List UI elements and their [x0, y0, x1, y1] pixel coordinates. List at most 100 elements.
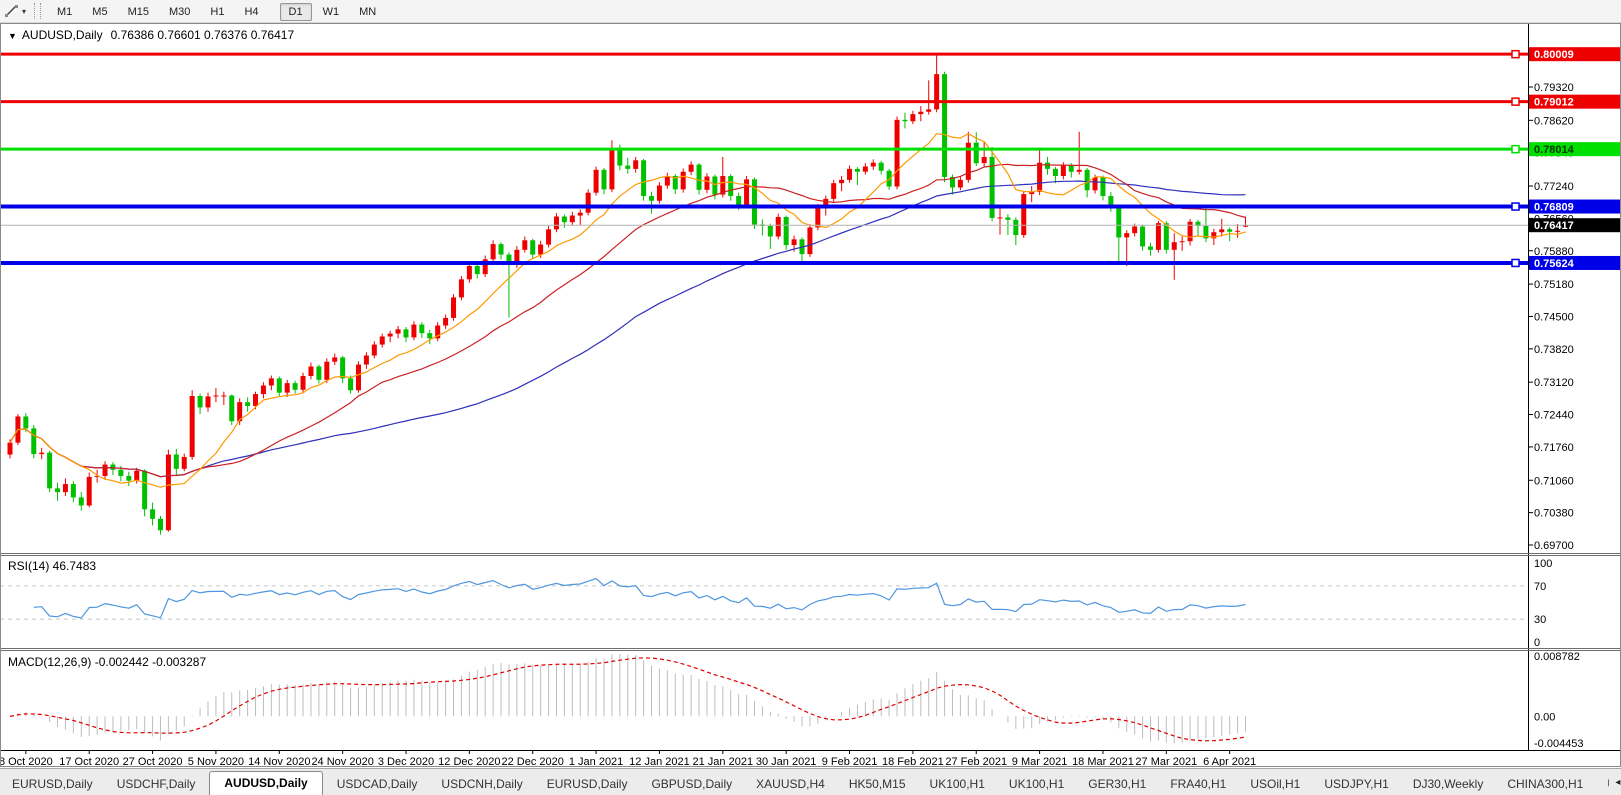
date-tick-label: 12 Dec 2020 — [438, 756, 500, 767]
chart-tab-hk50-m15[interactable]: HK50,M15 — [848, 777, 906, 791]
macd-scale-label: 0.00 — [1534, 711, 1555, 723]
chart-tab-partial[interactable]: U — [1595, 773, 1609, 795]
date-tick-label: 27 Oct 2020 — [123, 756, 183, 767]
rsi-group — [0, 577, 1528, 620]
date-tick-label: 5 Nov 2020 — [188, 756, 244, 767]
chart-tab-fra40-h1[interactable]: FRA40,H1 — [1170, 777, 1227, 791]
date-tick-label: 17 Oct 2020 — [59, 756, 119, 767]
ma-line-25 — [9, 163, 1246, 478]
hline-price-label: 0.75624 — [1534, 258, 1575, 270]
timeframe-toolbar: ▾ M1 M5 M15 M30 H1 H4 D1 W1 MN — [0, 0, 1621, 23]
chart-tab-dj30-weekly[interactable]: DJ30,Weekly — [1412, 777, 1484, 791]
moving-averages-group — [9, 133, 1246, 488]
timeframe-button-W1[interactable]: W1 — [322, 6, 340, 18]
date-tick-label: 12 Jan 2021 — [629, 756, 690, 767]
chart-tab-gbpusd-daily[interactable]: GBPUSD,Daily — [651, 777, 733, 791]
price-tick-label: 0.69700 — [1534, 540, 1574, 552]
chart-tab-xauusd-h4[interactable]: XAUUSD,H4 — [756, 777, 825, 791]
hline-handle-icon — [1511, 202, 1520, 211]
price-tick-label: 0.73820 — [1534, 344, 1574, 356]
triangle-down-icon: ▼ — [8, 31, 17, 41]
date-tick-label: 9 Mar 2021 — [1012, 756, 1068, 767]
price-tick-label: 0.75880 — [1534, 246, 1574, 258]
macd-scale-label: 0.008782 — [1534, 651, 1580, 663]
chart-tab-usdcad-daily[interactable]: USDCAD,Daily — [336, 777, 418, 791]
macd-signal-line — [9, 657, 1246, 742]
hline-handle-icon — [1511, 49, 1520, 59]
chart-symbol-label: AUDUSD,Daily — [21, 28, 103, 42]
timeframe-button-M15[interactable]: M15 — [127, 6, 149, 18]
timeframe-button-H1[interactable]: H1 — [210, 6, 225, 18]
hline-handle-icon — [1511, 97, 1520, 106]
hline-price-label: 0.79012 — [1534, 97, 1574, 109]
chart-tab-usdchf-daily[interactable]: USDCHF,Daily — [116, 777, 196, 791]
crosshair-cursor-icon — [5, 5, 18, 17]
hline-price-label: 0.78014 — [1534, 144, 1575, 156]
rsi-scale-label: 0 — [1534, 637, 1540, 649]
timeframe-button-D1[interactable]: D1 — [279, 3, 312, 21]
chart-tab-china300-h1[interactable]: CHINA300,H1 — [1507, 777, 1584, 791]
price-tick-label: 0.70380 — [1534, 508, 1574, 520]
date-tick-label: 8 Oct 2020 — [0, 756, 53, 767]
chart-tab-uk100-h1[interactable]: UK100,H1 — [929, 777, 985, 791]
chevron-down-icon: ▾ — [22, 6, 27, 16]
rsi-line — [33, 577, 1246, 619]
rsi-scale-label: 100 — [1534, 558, 1552, 570]
rsi-scale-label: 70 — [1534, 581, 1546, 593]
chart-window[interactable]: ▼ AUDUSD,Daily 0.76386 0.76601 0.76376 0.7… — [0, 23, 1621, 768]
hline-price-label: 0.80009 — [1534, 49, 1574, 61]
date-tick-label: 18 Feb 2021 — [882, 756, 944, 767]
date-tick-label: 24 Nov 2020 — [311, 756, 373, 767]
chart-tool-icon[interactable]: ▾ — [0, 1, 30, 21]
rsi-indicator-label: RSI(14) 46.7483 — [8, 559, 97, 573]
current-price-label: 0.76417 — [1534, 220, 1574, 232]
chart-title: ▼ AUDUSD,Daily 0.76386 0.76601 0.76376 0.7… — [8, 28, 294, 42]
date-tick-label: 1 Jan 2021 — [569, 756, 623, 767]
date-tick-label: 27 Feb 2021 — [945, 756, 1007, 767]
date-tick-label: 18 Mar 2021 — [1072, 756, 1134, 767]
price-tick-label: 0.75180 — [1534, 279, 1574, 291]
date-tick-label: 9 Feb 2021 — [822, 756, 878, 767]
price-chart-canvas[interactable]: 0.793200.786200.779400.772400.765600.758… — [0, 23, 1621, 768]
chart-ohlc-values: 0.76386 0.76601 0.76376 0.76417 — [110, 28, 295, 42]
date-tick-label: 21 Jan 2021 — [693, 756, 754, 767]
date-tick-label: 22 Dec 2020 — [502, 756, 564, 767]
chart-tab-bar: EURUSD,Daily USDCHF,Daily AUDUSD,Daily USDC… — [0, 768, 1621, 795]
timeframe-button-M1[interactable]: M1 — [57, 6, 73, 18]
chart-tab-ger30-h1[interactable]: GER30,H1 — [1088, 777, 1147, 791]
timeframe-buttons: M1 M5 M15 M30 H1 H4 D1 W1 MN — [47, 2, 396, 21]
timeframe-button-M30[interactable]: M30 — [168, 6, 191, 18]
date-tick-label: 27 Mar 2021 — [1135, 756, 1197, 767]
chart-tab-eurusd-daily[interactable]: EURUSD,Daily — [12, 777, 93, 791]
chart-tab-eurusd-daily[interactable]: EURUSD,Daily — [546, 777, 628, 791]
timeframe-button-M5[interactable]: M5 — [92, 6, 108, 18]
hline-handle-icon — [1511, 258, 1520, 268]
hline-handle-icon — [1511, 144, 1520, 154]
macd-indicator-label: MACD(12,26,9) -0.002442 -0.003287 — [8, 655, 207, 669]
macd-scale-label: -0.004453 — [1534, 738, 1584, 750]
timeframe-button-H4[interactable]: H4 — [244, 6, 259, 18]
chart-tab-audusd-daily[interactable]: AUDUSD,Daily — [209, 771, 323, 795]
price-tick-label: 0.71060 — [1534, 475, 1574, 487]
date-tick-label: 14 Nov 2020 — [248, 756, 310, 767]
price-tick-label: 0.73120 — [1534, 377, 1574, 389]
macd-group — [9, 654, 1247, 744]
chart-tab-usoil-h1[interactable]: USOil,H1 — [1250, 777, 1301, 791]
chart-tab-uk100-h1[interactable]: UK100,H1 — [1008, 777, 1065, 791]
hline-price-label: 0.76809 — [1534, 202, 1574, 214]
price-tick-label: 0.74500 — [1534, 311, 1574, 323]
price-tick-label: 0.78620 — [1534, 115, 1574, 127]
timeframe-button-MN[interactable]: MN — [359, 6, 377, 18]
price-tick-label: 0.71760 — [1534, 442, 1574, 454]
price-tick-label: 0.79320 — [1534, 82, 1574, 94]
ma-line-10 — [9, 133, 1246, 488]
price-tick-label: 0.72440 — [1534, 410, 1574, 422]
tab-scroll-left-icon[interactable]: ◂ — [1615, 777, 1621, 788]
rsi-scale-label: 30 — [1534, 614, 1546, 626]
chart-tab-usdjpy-h1[interactable]: USDJPY,H1 — [1324, 777, 1389, 791]
price-tick-label: 0.77240 — [1534, 181, 1574, 193]
chart-tab-usdcnh-daily[interactable]: USDCNH,Daily — [441, 777, 523, 791]
date-tick-label: 6 Apr 2021 — [1203, 756, 1256, 767]
toolbar-grip[interactable] — [34, 3, 42, 19]
